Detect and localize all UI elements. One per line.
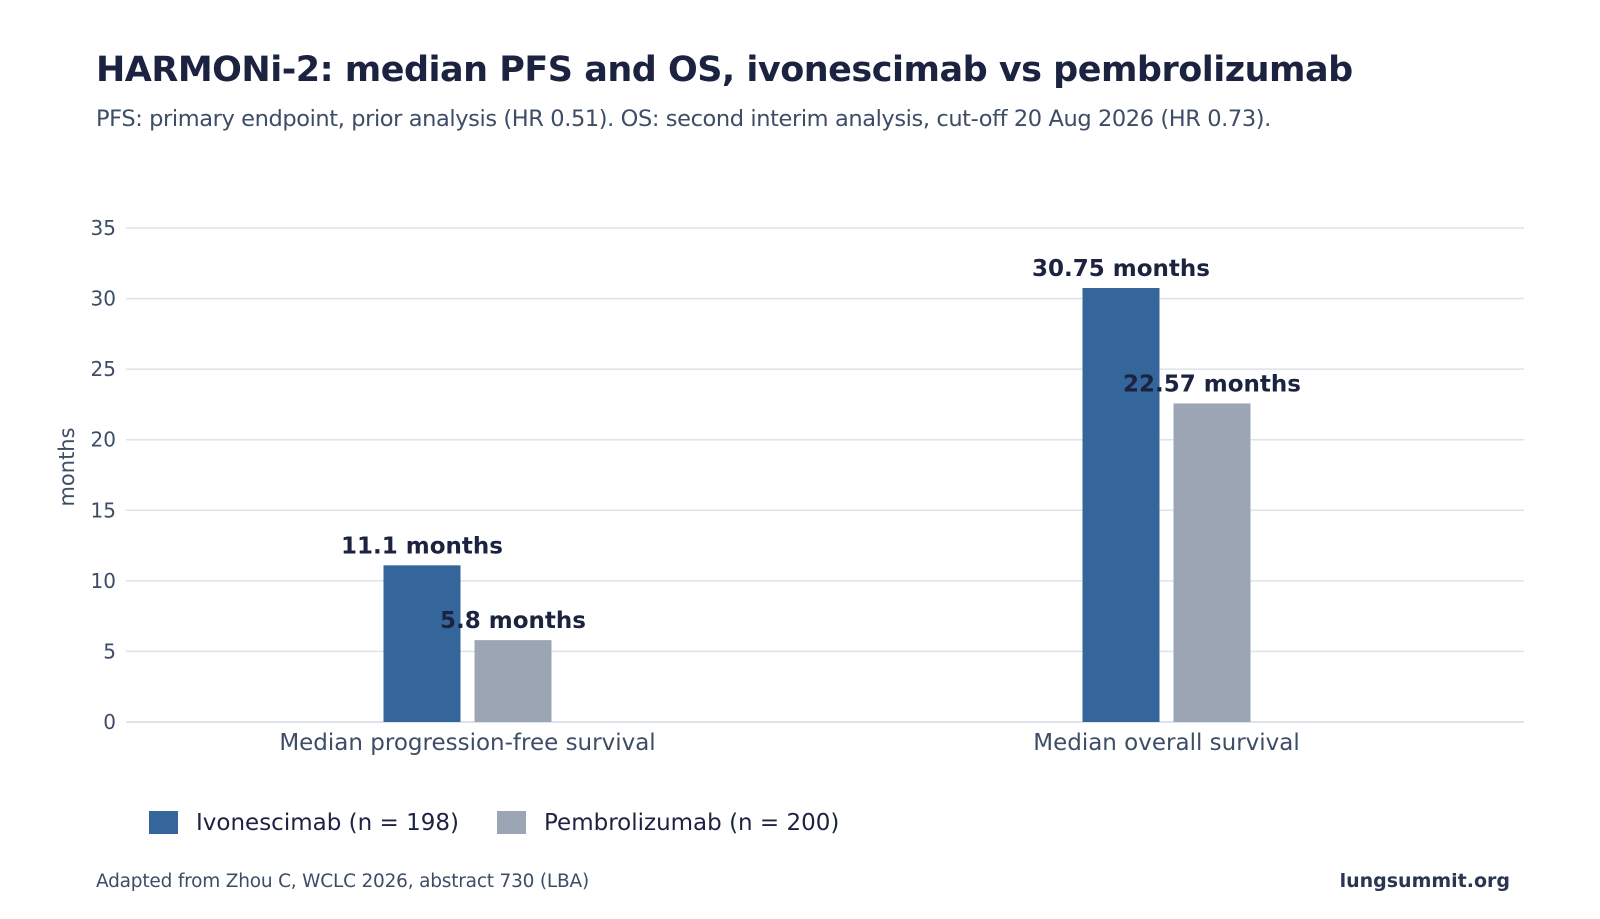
legend-swatch bbox=[149, 811, 178, 834]
brand-link[interactable]: lungsummit.org bbox=[1339, 870, 1510, 892]
data-label: 11.1 months bbox=[341, 533, 503, 559]
data-label: 30.75 months bbox=[1032, 256, 1210, 282]
y-tick-label: 30 bbox=[91, 287, 116, 311]
chart-subtitle: PFS: primary endpoint, prior analysis (H… bbox=[96, 106, 1271, 132]
chart-title: HARMONi-2: median PFS and OS, ivonescima… bbox=[96, 50, 1353, 90]
source-note: Adapted from Zhou C, WCLC 2026, abstract… bbox=[96, 871, 590, 892]
legend-swatch bbox=[497, 811, 526, 834]
legend-label: Ivonescimab (n = 198) bbox=[196, 810, 459, 836]
data-label: 22.57 months bbox=[1123, 371, 1301, 397]
y-tick-label: 35 bbox=[91, 216, 116, 240]
bar-ivonescimab bbox=[1082, 287, 1160, 722]
bar-pembrolizumab bbox=[474, 640, 552, 722]
y-tick-label: 0 bbox=[103, 710, 116, 734]
bar-ivonescimab bbox=[383, 565, 461, 722]
y-axis-label: months bbox=[55, 427, 79, 506]
x-tick-label: Median overall survival bbox=[1033, 730, 1300, 756]
y-tick-label: 5 bbox=[103, 639, 116, 663]
x-tick-label: Median progression-free survival bbox=[279, 730, 655, 756]
y-tick-label: 10 bbox=[91, 569, 116, 593]
y-tick-label: 25 bbox=[91, 357, 116, 381]
y-tick-label: 15 bbox=[91, 498, 116, 522]
bar-pembrolizumab bbox=[1173, 403, 1251, 722]
data-label: 5.8 months bbox=[440, 608, 586, 634]
legend-label: Pembrolizumab (n = 200) bbox=[544, 810, 839, 836]
y-tick-label: 20 bbox=[91, 428, 116, 452]
